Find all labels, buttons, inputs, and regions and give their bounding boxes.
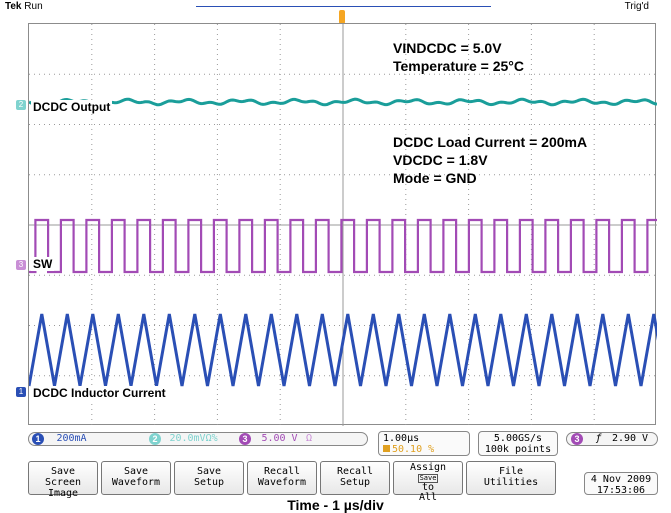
trigger-level: 2.90 V — [611, 433, 649, 444]
dcdc-output-trace — [28, 97, 658, 107]
horizontal-position-icon — [383, 445, 390, 452]
ch2-scale: 20.0mVΩ% — [169, 433, 218, 444]
sw-label: SW — [31, 257, 55, 271]
load-current-annotation: DCDC Load Current = 200mA — [393, 134, 588, 150]
inductor-current-label: DCDC Inductor Current — [31, 386, 168, 400]
rising-edge-icon: ƒ — [595, 433, 602, 444]
date-time-display: 4 Nov 2009 17:53:06 — [584, 472, 658, 496]
inductor-current-trace — [27, 313, 668, 387]
acquisition-readout[interactable]: 5.00GS/s 100k points — [478, 431, 558, 456]
waveform-graticule — [27, 24, 668, 426]
temperature-annotation: Temperature = 25°C — [393, 58, 525, 74]
timebase-readout[interactable]: 1.00µs 50.10 % — [378, 431, 470, 456]
save-key-icon: Save — [417, 474, 439, 483]
recall-setup-button[interactable]: Recall Setup — [320, 461, 390, 495]
status-bar: Tek Run Trig'd — [0, 0, 671, 24]
trigger-status: Trig'd — [624, 1, 649, 12]
save-screen-image-button[interactable]: Save Screen Image — [28, 461, 98, 499]
ch3-ground-marker[interactable]: 3 — [16, 260, 26, 270]
trigger-position-marker[interactable] — [339, 10, 345, 24]
vdcdc-annotation: VDCDC = 1.8V — [393, 152, 488, 168]
waveform-display: VINDCDC = 5.0V Temperature = 25°C DCDC L… — [27, 23, 668, 426]
ch3-scale: 5.00 V — [261, 433, 298, 444]
acquisition-state: Tek Run — [5, 1, 43, 12]
dcdc-output-label: DCDC Output — [31, 100, 113, 114]
ch2-badge[interactable]: 2 — [149, 433, 161, 445]
sw-trace — [29, 218, 662, 274]
ch2-ground-marker[interactable]: 2 — [16, 100, 26, 110]
ch1-badge[interactable]: 1 — [32, 433, 44, 445]
horizontal-scale: 1.00µs — [383, 433, 420, 444]
date: 4 Nov 2009 — [590, 474, 652, 485]
ch3-bandwidth-icon: Ω — [306, 433, 313, 444]
assign-save-to-all-button[interactable]: Assign Save to All — [393, 461, 463, 503]
trigger-source-badge: 3 — [571, 433, 583, 445]
file-utilities-button[interactable]: File Utilities — [466, 461, 556, 495]
ch1-ground-marker[interactable]: 1 — [16, 387, 26, 397]
ch3-badge[interactable]: 3 — [239, 433, 251, 445]
horizontal-position: 50.10 % — [392, 444, 435, 455]
sample-rate: 5.00GS/s — [493, 433, 543, 444]
ch1-scale: 200mA — [56, 433, 87, 444]
save-waveform-button[interactable]: Save Waveform — [101, 461, 171, 495]
channel-readout-bar: 1 200mA 2 20.0mVΩ% 3 5.00 V Ω — [28, 432, 368, 446]
timebase-caption: Time - 1 µs/div — [287, 497, 384, 513]
save-setup-button[interactable]: Save Setup — [174, 461, 244, 495]
vin-annotation: VINDCDC = 5.0V — [393, 40, 502, 56]
record-view-bar — [196, 6, 491, 7]
mode-annotation: Mode = GND — [393, 170, 477, 186]
trigger-readout[interactable]: 3 ƒ 2.90 V — [566, 432, 658, 446]
recall-waveform-button[interactable]: Recall Waveform — [247, 461, 317, 495]
record-length: 100k points — [484, 444, 552, 455]
time: 17:53:06 — [596, 485, 646, 496]
